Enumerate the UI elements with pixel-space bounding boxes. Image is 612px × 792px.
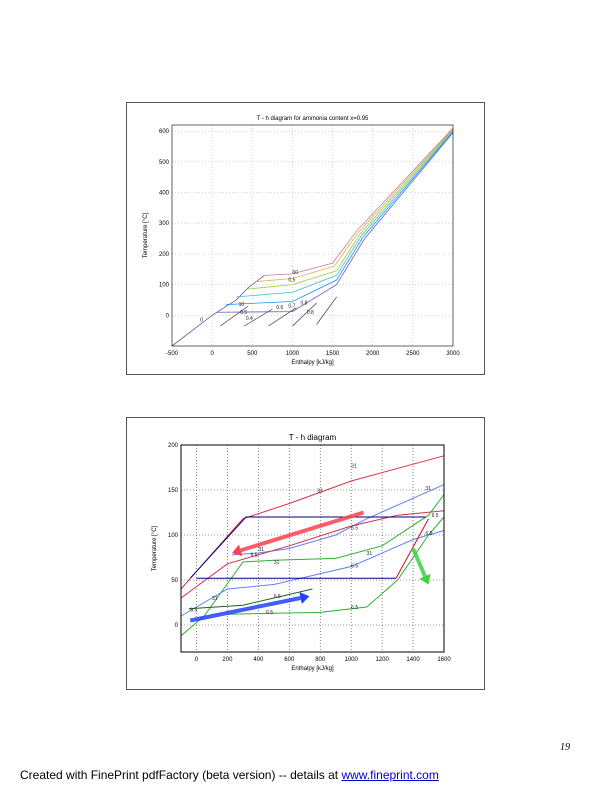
x-tick-label: 1000 [286, 351, 300, 357]
y-tick-label: 0 [175, 623, 179, 629]
y-tick-label: 200 [168, 443, 179, 449]
x-tick-label: 500 [247, 351, 258, 357]
x-tick-label: 0 [210, 351, 214, 357]
x-tick-label: 1400 [406, 657, 420, 663]
y-tick-label: 100 [159, 283, 170, 289]
x-tick-label: 1000 [344, 657, 358, 663]
y-tick-label: 400 [159, 191, 170, 197]
series-line [246, 129, 454, 290]
x-tick-label: -500 [166, 351, 179, 357]
y-tick-label: 300 [159, 221, 170, 227]
series-line [395, 518, 429, 579]
series-line [232, 484, 445, 556]
plot-area [181, 445, 444, 652]
x-tick-label: 1500 [326, 351, 340, 357]
contour-label: 0.8 [307, 310, 314, 316]
x-tick-label: 600 [284, 657, 295, 663]
y-tick-label: 150 [168, 488, 179, 494]
footer-text: Created with FinePrint pdfFactory (beta … [20, 768, 342, 782]
contour-label: 31 [258, 547, 264, 553]
page-number: 19 [560, 742, 570, 753]
series-line [227, 516, 445, 615]
y-tick-label: 500 [159, 160, 170, 166]
x-tick-label: 0 [195, 657, 199, 663]
series-line [256, 128, 454, 282]
chart-title: T - h diagram [289, 433, 337, 442]
contour-label: 31 [425, 486, 431, 492]
y-tick-label: 50 [171, 578, 178, 584]
contour-label: 31 [274, 560, 280, 566]
series-line [268, 307, 297, 327]
figure-1: -500 0 500 1000 1500 2000 2500 3000 0 100 200 300 40… [126, 102, 485, 375]
y-axis-label: Temperature [°C] [143, 212, 149, 258]
x-tick-label: 200 [222, 657, 233, 663]
x-tick-label: 2000 [366, 351, 380, 357]
contour-label: 6.5 [425, 531, 432, 537]
series-line [189, 516, 426, 579]
series-line [171, 275, 265, 347]
x-tick-label: 3000 [446, 351, 460, 357]
contour-label: 60 [292, 270, 298, 276]
chart-title: T - h diagram for ammonia content x=0.95 [257, 116, 369, 122]
y-tick-label: 600 [159, 129, 170, 135]
series-line [316, 296, 337, 325]
contour-label: 0 [200, 317, 203, 323]
contour-label: 31 [317, 489, 323, 495]
x-tick-label: 400 [253, 657, 264, 663]
y-tick-label: 200 [159, 252, 170, 258]
contour-label: 6.5 [351, 563, 358, 569]
contour-label: 6.5 [266, 610, 273, 616]
contour-label: 6.5 [274, 594, 281, 600]
contour-label: 0.4 [246, 316, 253, 322]
flow-arrow-shaft [411, 547, 427, 578]
contour-label: 0.7 [288, 304, 295, 310]
fineprint-link[interactable]: www.fineprint.com [341, 768, 439, 782]
x-tick-label: 2500 [406, 351, 420, 357]
contour-label: 0.8 [300, 301, 307, 307]
flow-arrow-head [419, 573, 431, 585]
chart-1: -500 0 500 1000 1500 2000 2500 3000010020030040… [143, 116, 460, 366]
contour-label: 6.5 [251, 553, 258, 559]
contour-label: 6.5 [432, 513, 439, 519]
y-tick-label: 0 [166, 313, 170, 319]
contour-label: 0.5 [240, 310, 247, 316]
flow-arrow-shaft [240, 510, 365, 553]
x-tick-label: 1600 [437, 657, 451, 663]
plot-frame [180, 444, 445, 653]
contour-label: 31 [351, 464, 357, 470]
series-line [226, 131, 454, 305]
chart-2: 0 200 400 600 800 1000 1200 1400 1600 0 50 100 150 20… [152, 433, 451, 672]
footer: Created with FinePrint pdfFactory (beta … [20, 768, 439, 782]
y-tick-label: 100 [168, 533, 179, 539]
contour-label: 6.5 [351, 526, 358, 532]
series-line [180, 510, 445, 599]
series-line [264, 127, 454, 276]
flow-arrow-shaft [189, 596, 301, 623]
series-line [216, 132, 454, 313]
series-line [292, 302, 317, 327]
figure-2: 0 200 400 600 800 1000 1200 1400 1600 0 50 100 150 20… [126, 417, 485, 690]
flow-arrow-head [299, 592, 310, 604]
contour-label: 31 [212, 596, 218, 602]
y-axis-label: Temperature [°C] [152, 525, 158, 571]
x-axis-label: Enthalpy [kJ/kg] [291, 666, 334, 672]
contour-label: 10 [239, 302, 245, 308]
x-tick-label: 1200 [375, 657, 389, 663]
series-line [219, 305, 249, 327]
flow-arrow-head [232, 544, 243, 557]
x-tick-label: 800 [315, 657, 326, 663]
series-line [188, 588, 313, 610]
plot-frame [171, 124, 454, 347]
contour-label: 0.5 [288, 278, 295, 284]
series-line [180, 455, 445, 590]
contour-label: 6.5 [190, 608, 197, 614]
contour-label: 6.5 [351, 605, 358, 611]
contour-label: 31 [367, 551, 373, 557]
series-line [236, 130, 454, 298]
contour-label: 0.6 [276, 305, 283, 311]
x-axis-label: Enthalpy [kJ/kg] [291, 360, 334, 366]
series-line [244, 308, 273, 327]
